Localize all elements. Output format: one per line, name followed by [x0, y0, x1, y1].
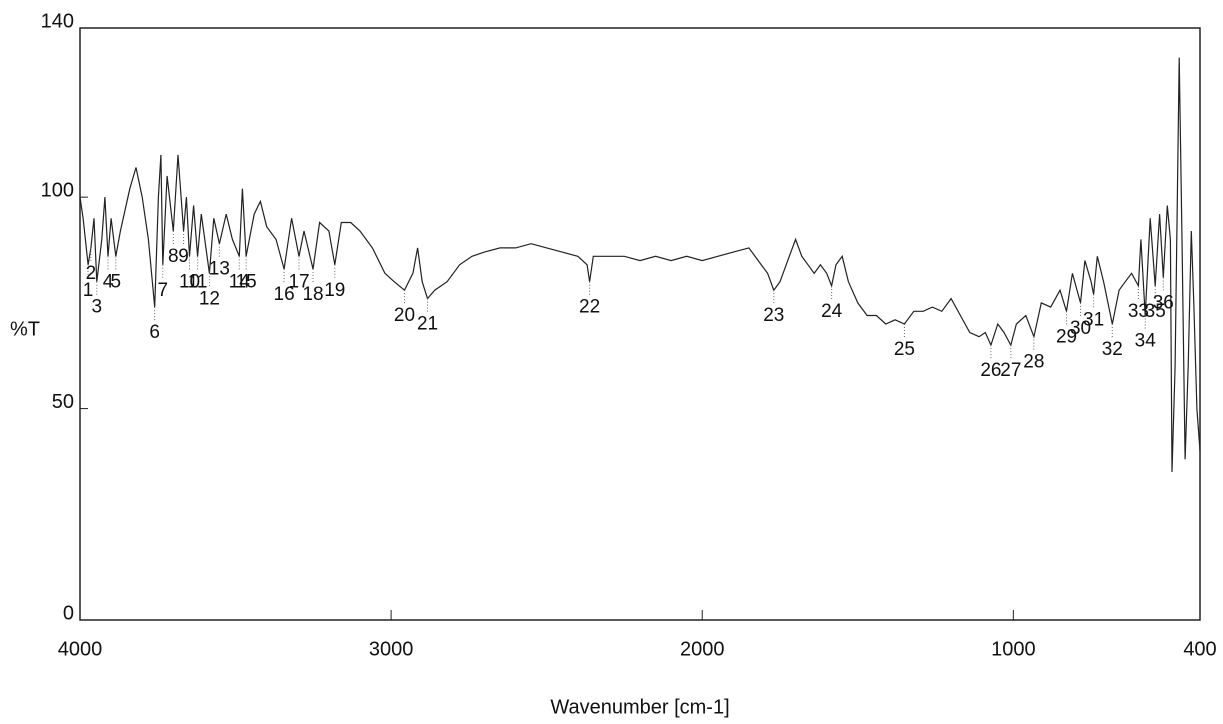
x-axis-label: Wavenumber [cm-1] — [550, 696, 729, 718]
peak-label: 25 — [894, 339, 915, 360]
peak-label: 9 — [178, 246, 189, 267]
peak-label: 5 — [110, 271, 121, 292]
y-axis-label: %T — [10, 318, 40, 340]
x-tick-label: 3000 — [369, 638, 414, 660]
peak-label: 30 — [1070, 318, 1091, 339]
y-tick-label: 140 — [41, 10, 74, 32]
peak-label: 1 — [83, 280, 94, 301]
peak-label: 2 — [86, 263, 97, 284]
peak-label: 10 — [179, 271, 200, 292]
peak-label: 27 — [1000, 360, 1021, 381]
peak-label: 6 — [149, 322, 160, 343]
x-tick-label: 4000 — [58, 638, 103, 660]
peak-label: 3 — [92, 297, 103, 318]
peak-label: 15 — [236, 271, 257, 292]
peak-label: 23 — [763, 305, 784, 326]
peak-label: 26 — [980, 360, 1001, 381]
x-tick-label: 400 — [1183, 638, 1216, 660]
peak-label: 17 — [288, 271, 309, 292]
peak-label: 12 — [199, 288, 220, 309]
peak-label: 32 — [1102, 339, 1123, 360]
peak-label: 22 — [579, 297, 600, 318]
peak-label: 35 — [1145, 301, 1166, 322]
peak-label: 18 — [302, 284, 323, 305]
x-tick-label: 1000 — [991, 638, 1036, 660]
peak-label: 4 — [103, 271, 114, 292]
y-tick-label: 50 — [52, 391, 74, 413]
peak-label: 34 — [1135, 331, 1157, 352]
peak-label: 11 — [188, 271, 208, 292]
peak-label: 28 — [1023, 352, 1044, 373]
peak-label: 7 — [157, 280, 168, 301]
y-tick-label: 0 — [63, 602, 74, 624]
y-tick-label: 100 — [41, 179, 74, 201]
peak-label: 13 — [209, 259, 230, 280]
peak-label: 14 — [229, 271, 251, 292]
peak-label: 33 — [1128, 301, 1149, 322]
peak-label: 24 — [821, 301, 843, 322]
peak-label: 20 — [394, 305, 415, 326]
plot-frame — [79, 27, 1201, 621]
peak-label: 16 — [274, 284, 295, 305]
peak-label: 8 — [168, 246, 179, 267]
spectrum-line — [79, 57, 1201, 473]
peak-label: 29 — [1056, 326, 1077, 347]
peak-label: 36 — [1153, 293, 1174, 314]
peak-label: 31 — [1083, 309, 1104, 330]
peak-label: 21 — [417, 314, 438, 335]
x-tick-label: 2000 — [680, 638, 725, 660]
peak-label: 19 — [324, 280, 345, 301]
